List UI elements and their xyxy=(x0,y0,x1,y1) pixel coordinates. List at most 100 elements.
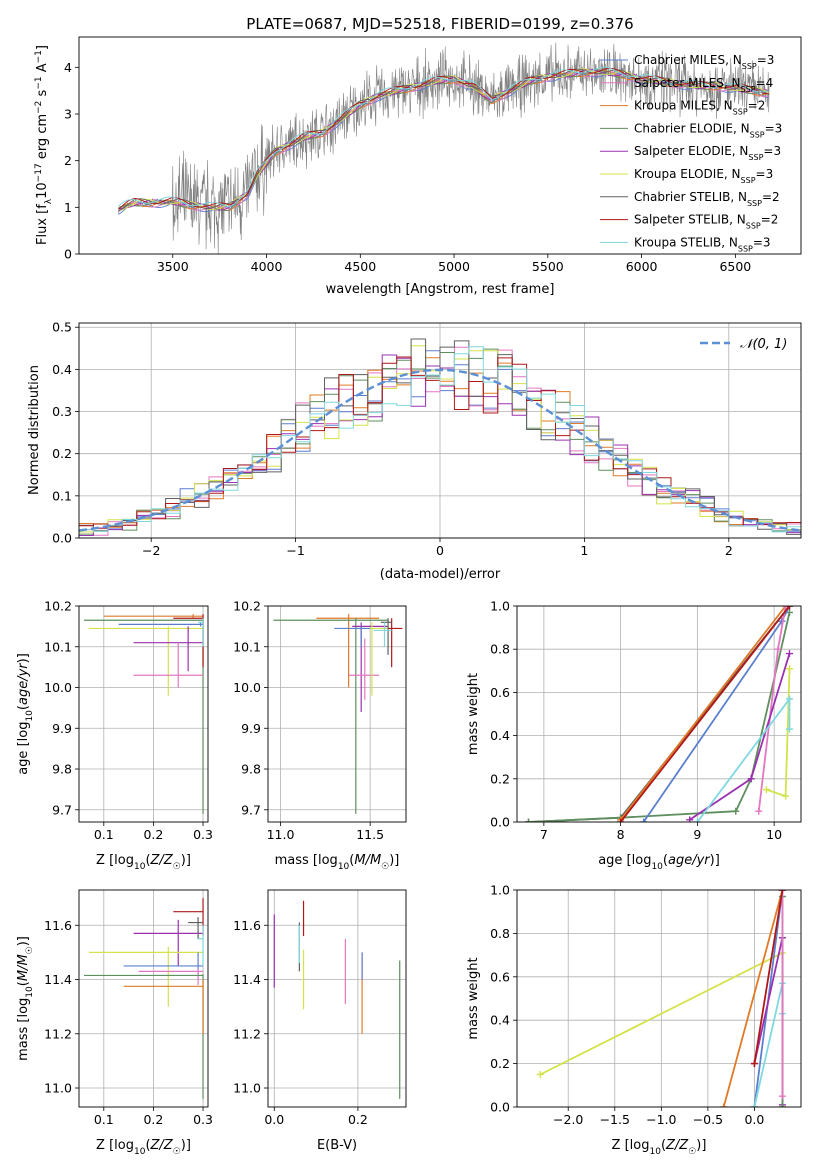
point-marker xyxy=(686,816,694,822)
series-krou-stelib xyxy=(696,696,791,822)
axes-frame xyxy=(516,889,802,1108)
point-marker xyxy=(778,1092,786,1100)
legend-entry: Kroupa ELODIE, NSSP=3 xyxy=(634,167,773,185)
x-tick-label: 0.3 xyxy=(193,1112,213,1127)
point-marker xyxy=(762,786,770,794)
x-tick-label: −1.5 xyxy=(600,1112,630,1127)
y-tick-label: 9.9 xyxy=(52,721,72,736)
y-tick-label: 11.0 xyxy=(233,1081,261,1096)
y-tick-label: 0.4 xyxy=(490,1013,510,1028)
figure-title: PLATE=0687, MJD=52518, FIBERID=0199, z=0… xyxy=(246,15,633,33)
plot-area-mass_weight_vs_Z xyxy=(536,890,786,1107)
frame-age_vs_Z: 0.1 0.2 0.3 9.7 9.8 9.9 10.0 10.1 10.2 Z [log10(Z… xyxy=(16,599,213,873)
axes-mass_vs_Z xyxy=(79,890,208,1107)
x-axis-label: E(B-V) xyxy=(317,1138,357,1153)
y-tick-label: 11.4 xyxy=(233,972,261,987)
legend-entry: Chabrier MILES, NSSP=3 xyxy=(634,53,774,71)
plot-area-mass_weight_vs_age xyxy=(525,606,793,822)
legend-entry: 𝒩(0, 1) xyxy=(740,337,787,352)
y-tick-label: 0.2 xyxy=(52,446,72,461)
plot-area-residuals xyxy=(79,338,801,536)
y-tick-label: 0.0 xyxy=(490,815,510,830)
legend-entry: Chabrier ELODIE, NSSP=3 xyxy=(634,121,782,139)
y-tick-label: 3 xyxy=(64,107,72,122)
residual-legend: 𝒩(0, 1) xyxy=(700,337,787,352)
model-salp-elodie xyxy=(118,68,769,211)
y-tick-label: 0.6 xyxy=(490,969,510,984)
point-marker xyxy=(785,606,793,610)
axes-mass_vs_EBV xyxy=(268,890,406,1107)
y-axis-label: mass weight xyxy=(466,673,481,755)
y-tick-label: 11.2 xyxy=(233,1026,261,1041)
histogram-chab-stelib xyxy=(79,338,801,535)
frame-spectrum: 3500 4000 4500 5000 5500 6000 6500 0 1 2 3 4 Chabrie… xyxy=(34,36,802,297)
x-tick-label: −0.5 xyxy=(693,1112,723,1127)
y-axis-label: mass [log10(M/M☉)] xyxy=(16,936,35,1061)
x-tick-label: −2.0 xyxy=(553,1112,583,1127)
y-tick-label: 10.0 xyxy=(233,680,261,695)
x-tick-label: 0.2 xyxy=(143,1112,163,1127)
x-axis-label: (data-model)/error xyxy=(380,567,501,582)
y-tick-label: 11.6 xyxy=(44,918,72,933)
frame-residuals: −2 −1 0 1 2 0.0 0.1 0.2 0.3 0.4 0.5 𝒩(0, 1) (data-mo… xyxy=(27,320,802,582)
x-tick-label: 2 xyxy=(725,543,733,558)
y-tick-label: 0.6 xyxy=(490,685,510,700)
x-axis-label: Z [log10(Z/Z☉)] xyxy=(612,1138,707,1157)
point-marker xyxy=(785,695,793,703)
point-marker xyxy=(782,606,790,610)
x-tick-label: 9 xyxy=(693,827,701,842)
y-tick-label: 11.4 xyxy=(44,972,72,987)
x-tick-label: 5500 xyxy=(532,259,564,274)
point-marker xyxy=(782,792,790,800)
axes-age_vs_Z xyxy=(79,605,208,822)
series-chab-elodie xyxy=(528,612,791,822)
y-tick-label: 11.6 xyxy=(233,918,261,933)
x-tick-label: 5000 xyxy=(438,259,470,274)
y-tick-label: 2 xyxy=(64,153,72,168)
axes-age_vs_mass xyxy=(268,605,406,822)
legend-entry: Salpeter STELIB, NSSP=2 xyxy=(634,213,778,231)
x-tick-label: 8 xyxy=(617,827,625,842)
x-tick-label: 11.5 xyxy=(356,827,384,842)
histogram-krou-stelib xyxy=(79,346,801,533)
plot-area-age_vs_Z xyxy=(83,614,204,814)
x-axis-label: mass [log10(M/M☉)] xyxy=(275,853,400,872)
frame-mass_vs_EBV: 0.0 0.2 11.0 11.2 11.4 11.6 E(B-V) xyxy=(233,889,407,1153)
x-tick-label: −1.0 xyxy=(646,1112,676,1127)
point-marker xyxy=(525,818,533,822)
y-tick-label: 0.0 xyxy=(490,1100,510,1115)
x-tick-label: 0.2 xyxy=(143,827,163,842)
x-tick-label: −2 xyxy=(142,543,160,558)
y-tick-label: 9.8 xyxy=(241,762,261,777)
point-marker xyxy=(640,818,648,822)
y-tick-label: 0.4 xyxy=(52,362,72,377)
series-chab-stelib xyxy=(528,606,791,822)
x-tick-label: 0.0 xyxy=(264,1112,284,1127)
y-tick-label: 0.2 xyxy=(490,771,510,786)
y-tick-label: 9.7 xyxy=(241,802,261,817)
y-axis-label: Normed distribution xyxy=(27,365,42,495)
x-tick-label: 11.0 xyxy=(267,827,295,842)
legend-entry: Salpeter MILES, NSSP=4 xyxy=(634,76,773,94)
point-marker xyxy=(536,1070,544,1078)
point-marker xyxy=(778,1103,786,1107)
legend-entry: Kroupa STELIB, NSSP=3 xyxy=(634,235,771,253)
axes-residuals xyxy=(79,323,801,539)
model-salp-stelib xyxy=(118,67,769,210)
frame-mass_vs_Z: 0.1 0.2 0.3 11.0 11.2 11.4 11.6 Z [log10(Z/Z☉)]… xyxy=(16,889,213,1157)
y-tick-label: 9.8 xyxy=(52,762,72,777)
gaussian-curve xyxy=(79,368,801,532)
x-tick-label: 0.2 xyxy=(348,1112,368,1127)
legend-entry: Chabrier STELIB, NSSP=2 xyxy=(634,190,780,208)
x-tick-label: 1 xyxy=(580,543,588,558)
model-chab-elodie xyxy=(118,69,769,212)
x-tick-label: 6000 xyxy=(626,259,658,274)
legend-entry: Kroupa MILES, NSSP=2 xyxy=(634,99,765,117)
y-tick-label: 0.2 xyxy=(490,1056,510,1071)
y-tick-label: 9.9 xyxy=(241,721,261,736)
x-tick-label: 4000 xyxy=(251,259,283,274)
y-tick-label: 0 xyxy=(64,247,72,262)
y-tick-label: 0.1 xyxy=(52,488,72,503)
model-krou-stelib xyxy=(118,66,769,208)
